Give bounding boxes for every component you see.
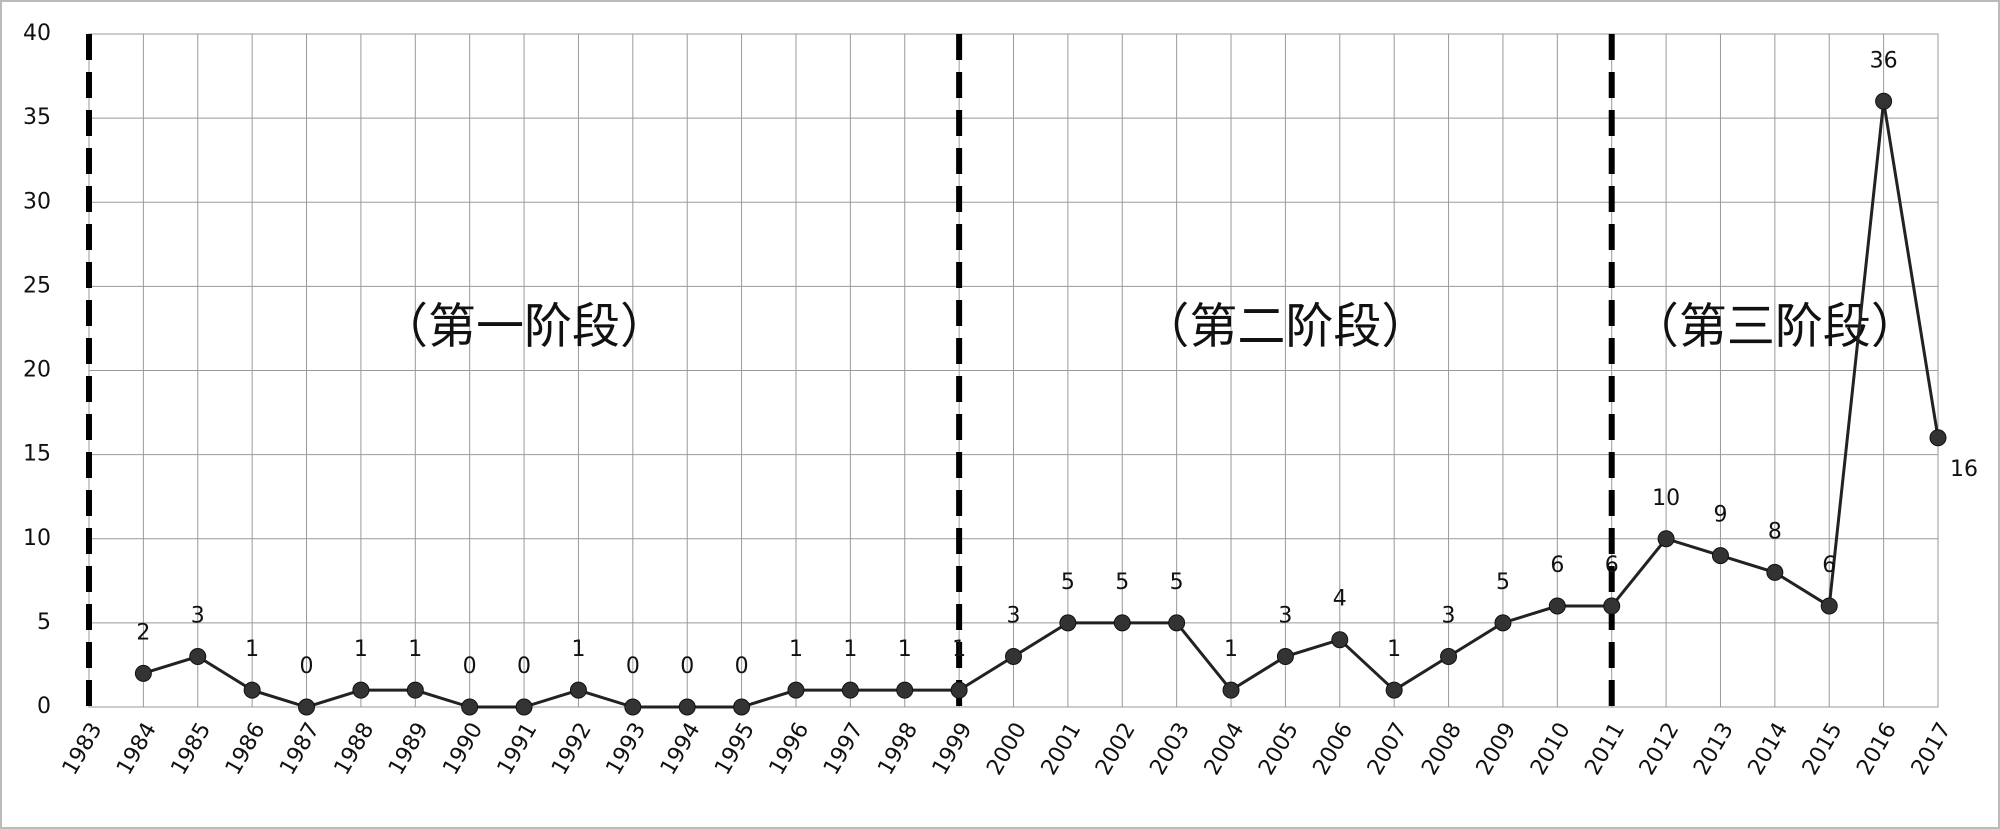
data-point <box>1113 614 1131 632</box>
y-tick-label: 10 <box>23 526 51 551</box>
data-label: 0 <box>626 654 640 679</box>
data-point <box>1168 614 1186 632</box>
data-point <box>1222 681 1240 699</box>
data-label: 5 <box>1170 570 1184 595</box>
data-label: 3 <box>1007 604 1021 629</box>
data-point <box>1005 648 1022 666</box>
data-point <box>298 698 316 716</box>
data-label: 0 <box>735 654 749 679</box>
data-label: 16 <box>1950 457 1978 482</box>
data-point <box>678 698 696 716</box>
data-point <box>352 681 370 699</box>
data-label: 1 <box>408 637 422 662</box>
y-tick-label: 35 <box>23 105 51 130</box>
data-point <box>1440 648 1458 666</box>
y-tick-label: 30 <box>23 189 51 214</box>
data-label: 6 <box>1550 553 1564 578</box>
data-label: 0 <box>517 654 531 679</box>
phase-label: （第一阶段） <box>380 299 668 355</box>
data-point <box>841 681 859 699</box>
data-point <box>1548 597 1566 615</box>
data-label: 1 <box>952 637 966 662</box>
phase-label: （第二阶段） <box>1141 299 1429 355</box>
data-label: 8 <box>1768 519 1782 544</box>
data-point <box>1276 648 1294 666</box>
data-label: 36 <box>1870 48 1898 73</box>
data-label: 9 <box>1713 503 1727 528</box>
data-point <box>1494 614 1512 632</box>
data-label: 10 <box>1652 486 1680 511</box>
data-label: 2 <box>136 620 150 645</box>
data-line <box>142 101 1940 709</box>
data-point <box>461 698 479 716</box>
data-point <box>950 681 968 699</box>
data-label: 5 <box>1115 570 1129 595</box>
data-label: 3 <box>191 604 205 629</box>
data-label: 1 <box>843 637 857 662</box>
data-point <box>569 681 587 699</box>
data-label: 5 <box>1496 570 1510 595</box>
data-point <box>1711 547 1729 565</box>
data-label: 0 <box>300 654 314 679</box>
data-point <box>1766 563 1784 581</box>
data-label: 0 <box>463 654 477 679</box>
y-tick-label: 20 <box>23 358 51 383</box>
data-label: 6 <box>1605 553 1619 578</box>
data-label: 1 <box>1387 637 1401 662</box>
y-tick-label: 0 <box>37 694 51 719</box>
y-tick-label: 5 <box>37 610 51 635</box>
data-point <box>733 698 751 716</box>
y-tick-label: 15 <box>23 442 51 467</box>
data-point <box>1929 429 1947 447</box>
data-label: 3 <box>1278 604 1292 629</box>
data-point <box>624 698 642 716</box>
data-label: 4 <box>1333 587 1347 612</box>
data-label: 6 <box>1822 553 1836 578</box>
data-label: 1 <box>245 637 259 662</box>
data-point <box>1059 614 1077 632</box>
data-point <box>1820 597 1838 615</box>
data-label: 1 <box>354 637 368 662</box>
phase-label: （第三阶段） <box>1631 299 1919 355</box>
data-point <box>1875 92 1893 110</box>
data-point <box>189 648 207 666</box>
data-point <box>243 681 261 699</box>
y-tick-label: 40 <box>23 21 51 46</box>
data-label: 1 <box>1224 637 1238 662</box>
data-point <box>787 681 805 699</box>
data-point <box>1331 631 1349 649</box>
data-point <box>406 681 424 699</box>
data-point <box>1657 530 1675 548</box>
data-label: 0 <box>680 654 694 679</box>
data-point <box>1603 597 1621 615</box>
data-label: 1 <box>571 637 585 662</box>
data-point <box>1385 681 1403 699</box>
data-label: 1 <box>898 637 912 662</box>
y-tick-label: 25 <box>23 273 51 298</box>
data-label: 3 <box>1442 604 1456 629</box>
data-label: 1 <box>789 637 803 662</box>
data-label: 5 <box>1061 570 1075 595</box>
data-point <box>134 664 152 682</box>
data-point <box>896 681 914 699</box>
data-point <box>515 698 533 716</box>
